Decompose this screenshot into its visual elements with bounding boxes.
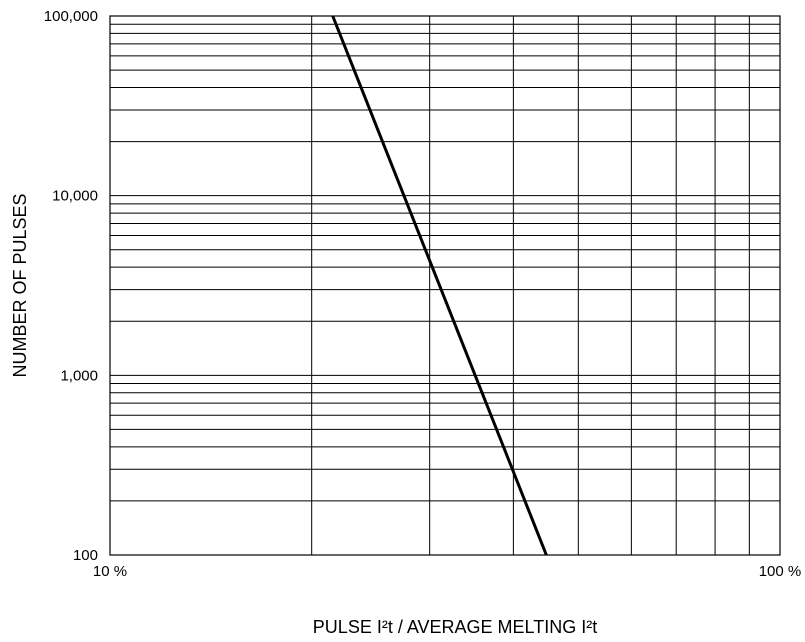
- y-tick-label: 10,000: [52, 188, 98, 205]
- x-tick-label: 100 %: [759, 563, 802, 580]
- y-tick-label: 100,000: [44, 8, 98, 25]
- y-tick-label: 100: [73, 547, 98, 564]
- y-axis-title: NUMBER OF PULSES: [10, 193, 30, 377]
- grid: [110, 16, 780, 555]
- y-tick-label: 1,000: [60, 367, 98, 384]
- y-tick-labels: 100 1,000 10,000 100,000: [44, 8, 98, 564]
- x-tick-labels: 10 % 100 %: [93, 563, 801, 580]
- x-tick-label: 10 %: [93, 563, 127, 580]
- series-layer: [331, 15, 548, 556]
- plot-frame: [109, 15, 781, 556]
- series-line: [331, 15, 548, 556]
- x-axis-title: PULSE I²t / AVERAGE MELTING I²t: [313, 617, 597, 637]
